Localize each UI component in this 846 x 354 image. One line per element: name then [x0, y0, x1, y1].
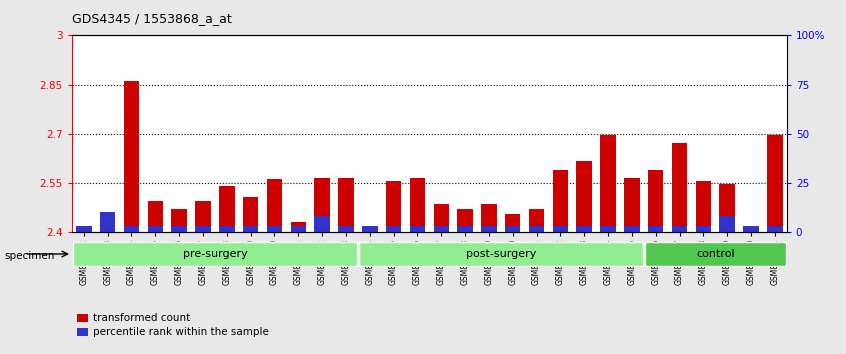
- Bar: [481, 226, 497, 232]
- Bar: [338, 178, 354, 232]
- Bar: [529, 209, 544, 232]
- Bar: [315, 216, 330, 232]
- Bar: [552, 170, 569, 232]
- Bar: [266, 226, 283, 232]
- Bar: [767, 135, 783, 232]
- Bar: [386, 226, 401, 232]
- Bar: [767, 226, 783, 232]
- Bar: [315, 178, 330, 232]
- Text: control: control: [696, 249, 734, 259]
- Bar: [362, 229, 377, 232]
- Bar: [601, 135, 616, 232]
- Bar: [648, 226, 663, 232]
- Bar: [648, 170, 663, 232]
- Bar: [505, 214, 520, 232]
- Text: post-surgery: post-surgery: [465, 249, 536, 259]
- Bar: [576, 161, 592, 232]
- Bar: [266, 179, 283, 232]
- Text: pre-surgery: pre-surgery: [183, 249, 247, 259]
- Text: specimen: specimen: [4, 251, 55, 261]
- Bar: [529, 226, 544, 232]
- Legend: transformed count, percentile rank within the sample: transformed count, percentile rank withi…: [77, 313, 269, 337]
- Bar: [195, 226, 211, 232]
- Bar: [147, 226, 163, 232]
- Bar: [409, 178, 426, 232]
- Bar: [744, 226, 759, 232]
- Bar: [147, 201, 163, 232]
- Bar: [219, 186, 234, 232]
- Bar: [601, 226, 616, 232]
- Bar: [433, 204, 449, 232]
- Text: GDS4345 / 1553868_a_at: GDS4345 / 1553868_a_at: [72, 12, 232, 25]
- Bar: [290, 226, 306, 232]
- Bar: [481, 204, 497, 232]
- Bar: [243, 198, 258, 232]
- Bar: [124, 226, 140, 232]
- Bar: [172, 209, 187, 232]
- Bar: [73, 242, 357, 266]
- Bar: [100, 229, 115, 232]
- Bar: [458, 209, 473, 232]
- Bar: [76, 227, 91, 232]
- Bar: [219, 226, 234, 232]
- Bar: [290, 222, 306, 232]
- Bar: [695, 226, 711, 232]
- Bar: [624, 178, 640, 232]
- Bar: [124, 81, 140, 232]
- Bar: [172, 226, 187, 232]
- Bar: [672, 143, 687, 232]
- Bar: [695, 181, 711, 232]
- Bar: [433, 226, 449, 232]
- Bar: [100, 212, 115, 232]
- Bar: [645, 242, 786, 266]
- Bar: [458, 226, 473, 232]
- Bar: [672, 226, 687, 232]
- Bar: [552, 226, 569, 232]
- Bar: [744, 229, 759, 232]
- Bar: [624, 226, 640, 232]
- Bar: [576, 226, 592, 232]
- Bar: [338, 226, 354, 232]
- Bar: [719, 216, 735, 232]
- Bar: [76, 226, 91, 232]
- Bar: [505, 226, 520, 232]
- Bar: [195, 201, 211, 232]
- Bar: [243, 226, 258, 232]
- Bar: [719, 184, 735, 232]
- Bar: [359, 242, 643, 266]
- Bar: [362, 226, 377, 232]
- Bar: [409, 226, 426, 232]
- Bar: [386, 181, 401, 232]
